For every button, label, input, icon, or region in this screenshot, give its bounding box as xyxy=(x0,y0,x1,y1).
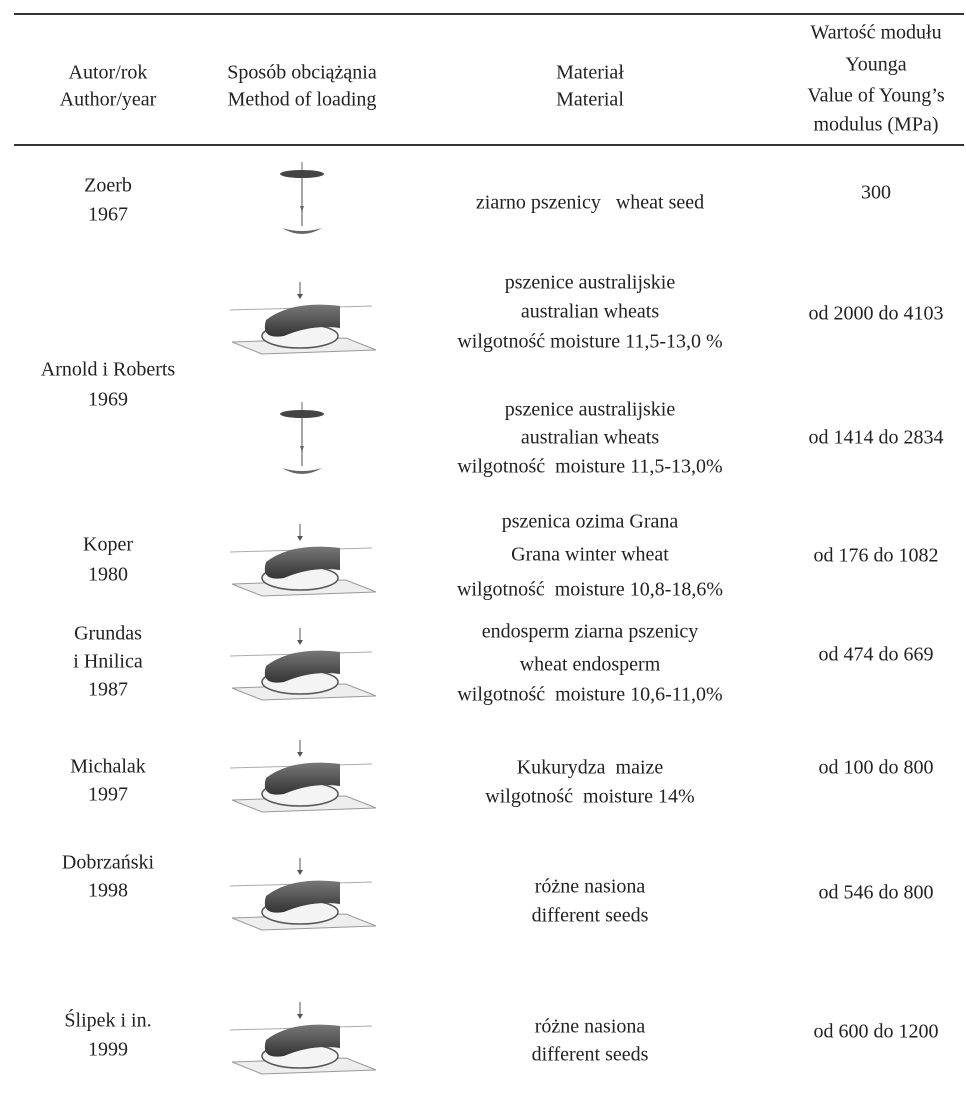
material: wilgotność moisture 14% xyxy=(485,785,695,808)
author: i Hnilica xyxy=(73,650,143,673)
author: 1967 xyxy=(88,203,128,226)
material: wilgotność moisture 11,5-13,0 % xyxy=(457,330,723,353)
material: australian wheats xyxy=(520,300,660,323)
author: Dobrzański xyxy=(61,851,155,874)
modulus-value: 300 xyxy=(861,181,891,204)
author: 1997 xyxy=(88,783,128,806)
plate-icon xyxy=(222,738,382,818)
material: Kukurydza maize xyxy=(516,756,664,779)
modulus-value: od 176 do 1082 xyxy=(813,544,939,567)
modulus-value: od 2000 do 4103 xyxy=(808,302,944,325)
header-rule xyxy=(14,144,964,146)
material: pszenica ozima Grana xyxy=(501,510,679,533)
material: australian wheats xyxy=(520,426,660,449)
author: Zoerb xyxy=(84,174,132,197)
author: Ślipek i in. xyxy=(64,1009,152,1032)
author: 1980 xyxy=(88,563,128,586)
header-cell: Value of Young’s xyxy=(807,84,945,107)
plate-icon xyxy=(222,856,382,936)
header-cell: Author/year xyxy=(59,88,157,111)
material: different seeds xyxy=(531,1043,649,1066)
material: wilgotność moisture 10,8-18,6% xyxy=(456,578,724,601)
material: ziarno pszenicy wheat seed xyxy=(475,191,705,214)
top-rule xyxy=(14,13,964,15)
plate-icon xyxy=(222,626,382,706)
material: wilgotność moisture 11,5-13,0% xyxy=(457,455,723,478)
header-cell: Wartość modułu xyxy=(810,21,942,44)
header-cell: Materiał xyxy=(556,61,624,84)
modulus-value: od 100 do 800 xyxy=(818,756,934,779)
plate-icon xyxy=(222,1000,382,1080)
author: 1987 xyxy=(88,678,128,701)
author: Grundas xyxy=(74,622,142,645)
header-cell: Younga xyxy=(845,53,907,76)
header-cell: Method of loading xyxy=(227,88,377,111)
header-cell: Autor/rok xyxy=(68,61,148,84)
author: 1969 xyxy=(88,388,128,411)
material: different seeds xyxy=(531,904,649,927)
modulus-value: od 474 do 669 xyxy=(818,643,934,666)
plate-icon xyxy=(222,280,382,360)
material: różne nasiona xyxy=(534,1015,646,1038)
rod-icon xyxy=(262,160,342,240)
modulus-value: od 546 do 800 xyxy=(818,881,934,904)
author: Michalak xyxy=(70,755,146,778)
header-cell: Material xyxy=(556,88,624,111)
rod-icon xyxy=(262,400,342,480)
material: Grana winter wheat xyxy=(511,543,669,566)
material: wheat endosperm xyxy=(519,653,661,676)
modulus-value: od 1414 do 2834 xyxy=(808,426,944,449)
author: Koper xyxy=(83,533,133,556)
material: wilgotność moisture 10,6-11,0% xyxy=(457,683,723,706)
material: różne nasiona xyxy=(534,875,646,898)
header-cell: modulus (MPa) xyxy=(813,113,939,136)
material: pszenice australijskie xyxy=(504,398,676,421)
material: pszenice australijskie xyxy=(504,271,676,294)
material: endosperm ziarna pszenicy xyxy=(481,620,699,643)
modulus-value: od 600 do 1200 xyxy=(813,1020,939,1043)
author: 1999 xyxy=(88,1038,128,1061)
author: Arnold i Roberts xyxy=(40,358,176,381)
header-cell: Sposób obciążąnia xyxy=(227,61,377,84)
plate-icon xyxy=(222,522,382,602)
author: 1998 xyxy=(88,879,128,902)
